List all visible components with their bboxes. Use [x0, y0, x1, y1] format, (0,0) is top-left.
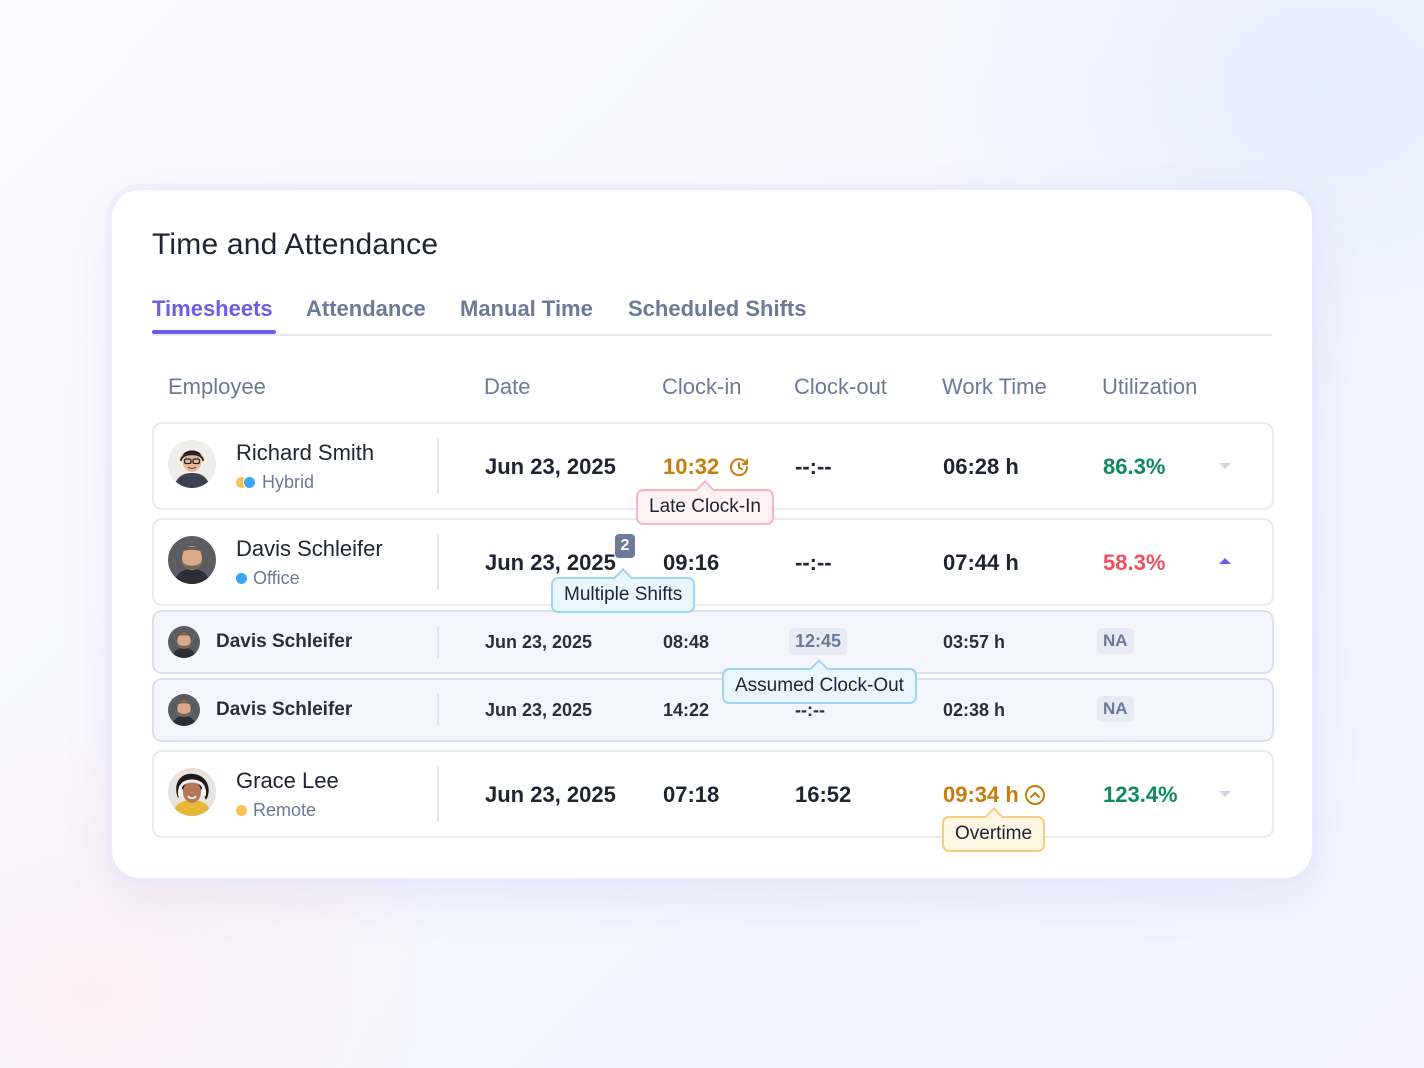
na-badge: NA	[1097, 696, 1134, 722]
work-mode: Hybrid	[236, 472, 314, 493]
clock-in-value: 09:16	[663, 550, 720, 575]
page-title: Time and Attendance	[152, 228, 439, 261]
active-tab-indicator	[152, 330, 276, 334]
clock-out-value: --:--	[795, 700, 825, 720]
tab-attendance[interactable]: Attendance	[306, 296, 426, 321]
clock-in-value: 07:18	[663, 782, 720, 807]
employee-name[interactable]: Richard Smith	[236, 440, 375, 465]
na-badge: NA	[1097, 628, 1134, 654]
column-divider	[437, 626, 439, 658]
table-row[interactable]: Davis Schleifer Jun 23, 2025 08:48 12:45…	[152, 610, 1274, 674]
column-divider	[437, 534, 439, 590]
chevron-down-icon[interactable]	[1219, 791, 1231, 797]
avatar	[168, 536, 216, 584]
tab-manual-time[interactable]: Manual Time	[460, 296, 593, 321]
date-value: Jun 23, 2025	[485, 454, 616, 479]
avatar	[168, 440, 216, 488]
clock-in-value: 14:22	[663, 700, 710, 720]
hybrid-icon	[236, 477, 256, 488]
utilization-value: 123.4%	[1103, 782, 1178, 807]
work-mode-label: Remote	[253, 800, 317, 820]
clock-in-value: 08:48	[663, 632, 710, 652]
date-value: Jun 23, 2025	[485, 632, 593, 652]
tab-timesheets[interactable]: Timesheets	[152, 296, 273, 321]
avatar	[168, 626, 200, 658]
column-divider	[437, 438, 439, 494]
late-clock-in-tooltip: Late Clock-In	[636, 489, 774, 525]
column-header-utilization[interactable]: Utilization	[1102, 374, 1198, 399]
avatar-davis-schleifer-icon	[168, 626, 200, 658]
table-row[interactable]: Grace Lee Remote Jun 23, 2025 07:18 16:5…	[152, 750, 1274, 838]
shift-count-badge: 2	[615, 534, 635, 558]
work-time-value: 02:38 h	[943, 700, 1006, 720]
overtime-tooltip: Overtime	[942, 816, 1046, 852]
utilization-value: 58.3%	[1103, 550, 1166, 575]
multiple-shifts-tooltip: Multiple Shifts	[551, 577, 696, 613]
utilization-value: 86.3%	[1103, 454, 1166, 479]
work-mode-label: Office	[253, 568, 300, 588]
date-value: Jun 23, 2025	[485, 782, 616, 807]
assumed-clock-out-value: 12:45	[789, 628, 848, 655]
date-value: Jun 23, 2025	[485, 700, 593, 720]
time-attendance-card: Time and Attendance Timesheets Attendanc…	[112, 190, 1312, 878]
column-header-date[interactable]: Date	[484, 374, 531, 399]
clock-in-value: 10:32	[663, 454, 720, 479]
work-mode: Office	[236, 568, 300, 589]
office-dot-icon	[236, 573, 247, 584]
table-row[interactable]: Davis Schleifer Office Jun 23, 2025 2 09…	[152, 518, 1274, 606]
remote-dot-icon	[236, 805, 247, 816]
column-header-employee[interactable]: Employee	[168, 374, 266, 399]
date-value: Jun 23, 2025	[485, 550, 616, 575]
clock-out-value: --:--	[795, 454, 832, 479]
column-divider	[437, 766, 439, 822]
clock-out-value: 16:52	[795, 782, 852, 807]
column-header-work-time[interactable]: Work Time	[942, 374, 1047, 399]
work-time-value: 07:44 h	[943, 550, 1019, 575]
utilization-value: NA	[1097, 696, 1134, 722]
clock-out-value: --:--	[795, 550, 832, 575]
work-mode: Remote	[236, 800, 316, 821]
chevron-up-icon[interactable]	[1219, 558, 1231, 564]
work-time-value: 06:28 h	[943, 454, 1019, 479]
avatar-grace-lee-icon	[168, 768, 216, 816]
avatar-davis-schleifer-icon	[168, 536, 216, 584]
work-mode-label: Hybrid	[262, 472, 315, 492]
clock-out-value: 12:45	[789, 628, 848, 655]
avatar-davis-schleifer-icon	[168, 694, 200, 726]
avatar	[168, 768, 216, 816]
avatar-richard-smith-icon	[168, 440, 216, 488]
utilization-value: NA	[1097, 628, 1134, 654]
tab-bar: Timesheets Attendance Manual Time Schedu…	[152, 290, 1272, 336]
column-divider	[437, 694, 439, 726]
column-header-clock-in[interactable]: Clock-in	[662, 374, 742, 399]
column-header-clock-out[interactable]: Clock-out	[794, 374, 887, 399]
table-header: Employee Date Clock-in Clock-out Work Ti…	[152, 374, 1272, 404]
work-time-value: 09:34 h	[943, 782, 1019, 807]
table-row[interactable]: Davis Schleifer Jun 23, 2025 14:22 --:--…	[152, 678, 1274, 742]
avatar	[168, 694, 200, 726]
employee-name[interactable]: Davis Schleifer	[236, 536, 383, 561]
assumed-clock-out-tooltip: Assumed Clock-Out	[722, 668, 917, 704]
tab-scheduled-shifts[interactable]: Scheduled Shifts	[628, 296, 807, 321]
chevron-down-icon[interactable]	[1219, 463, 1231, 469]
employee-name[interactable]: Davis Schleifer	[216, 631, 353, 652]
employee-name[interactable]: Grace Lee	[236, 768, 339, 793]
work-time-value: 03:57 h	[943, 632, 1006, 652]
late-clock-icon	[730, 458, 749, 477]
employee-name[interactable]: Davis Schleifer	[216, 699, 353, 720]
overtime-icon	[1025, 785, 1045, 805]
